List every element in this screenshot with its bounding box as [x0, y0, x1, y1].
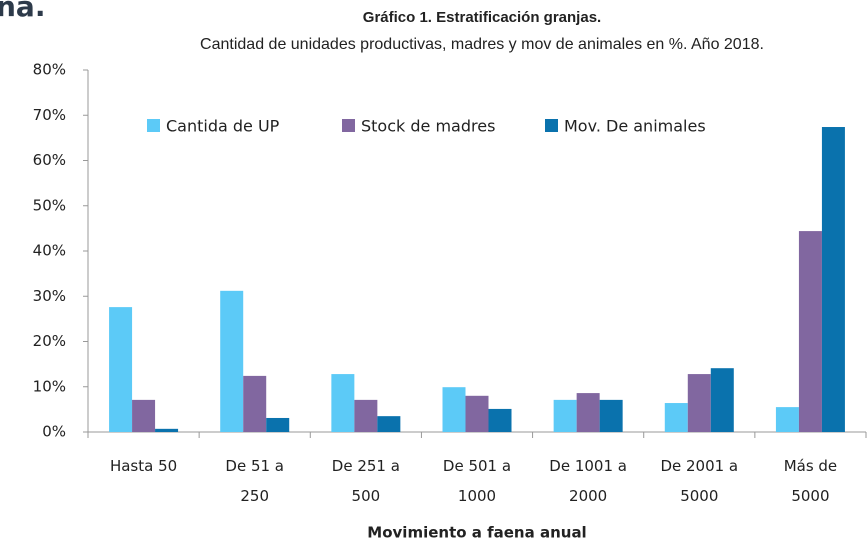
y-tick-label: 70% — [33, 106, 66, 124]
bar — [331, 374, 355, 432]
y-tick-label: 80% — [33, 61, 66, 79]
x-tick-label: De 1001 a 2000 — [549, 457, 627, 505]
x-axis-label: Movimiento a faena anual — [367, 524, 586, 542]
chart-subtitle: Cantidad de unidades productivas, madres… — [200, 36, 764, 53]
legend-swatch — [545, 119, 558, 132]
bar — [354, 399, 378, 432]
bar — [220, 290, 244, 432]
bar — [775, 407, 799, 432]
bar — [664, 403, 688, 432]
bar — [488, 408, 512, 432]
x-tick-label: De 501 a 1000 — [443, 457, 511, 505]
y-tick-label: 10% — [33, 377, 66, 395]
x-tick-label: Más de 5000 — [784, 457, 837, 505]
bar — [132, 399, 156, 432]
bar — [465, 395, 489, 432]
y-tick-label: 60% — [33, 151, 66, 169]
x-tick-label: De 51 a 250 — [225, 457, 284, 505]
bar — [109, 307, 133, 432]
bar — [155, 428, 179, 432]
legend-label: Cantida de UP — [166, 117, 280, 136]
bar — [377, 416, 401, 432]
legend-label: Mov. De animales — [564, 117, 706, 136]
x-tick-label: De 251 a 500 — [332, 457, 400, 505]
bar — [599, 399, 623, 432]
bar — [576, 393, 600, 432]
bar — [687, 374, 711, 432]
y-tick-label: 20% — [33, 332, 66, 350]
x-tick-label: De 2001 a 5000 — [660, 457, 738, 505]
y-tick-label: 40% — [33, 242, 66, 260]
y-tick-label: 30% — [33, 287, 66, 305]
bar — [243, 375, 267, 432]
x-tick-label: Hasta 50 — [110, 457, 177, 475]
bar — [266, 417, 290, 432]
bar — [442, 387, 466, 432]
bar — [798, 231, 822, 432]
legend-swatch — [342, 119, 355, 132]
page-heading: na. — [0, 0, 45, 23]
y-tick-label: 0% — [42, 423, 66, 441]
chart-title: Gráfico 1. Estratificación granjas. — [363, 9, 601, 26]
bar — [821, 127, 845, 432]
legend-swatch — [147, 119, 160, 132]
legend-label: Stock de madres — [361, 117, 495, 136]
bar — [553, 399, 577, 432]
bar — [710, 368, 734, 432]
y-tick-label: 50% — [33, 196, 66, 214]
